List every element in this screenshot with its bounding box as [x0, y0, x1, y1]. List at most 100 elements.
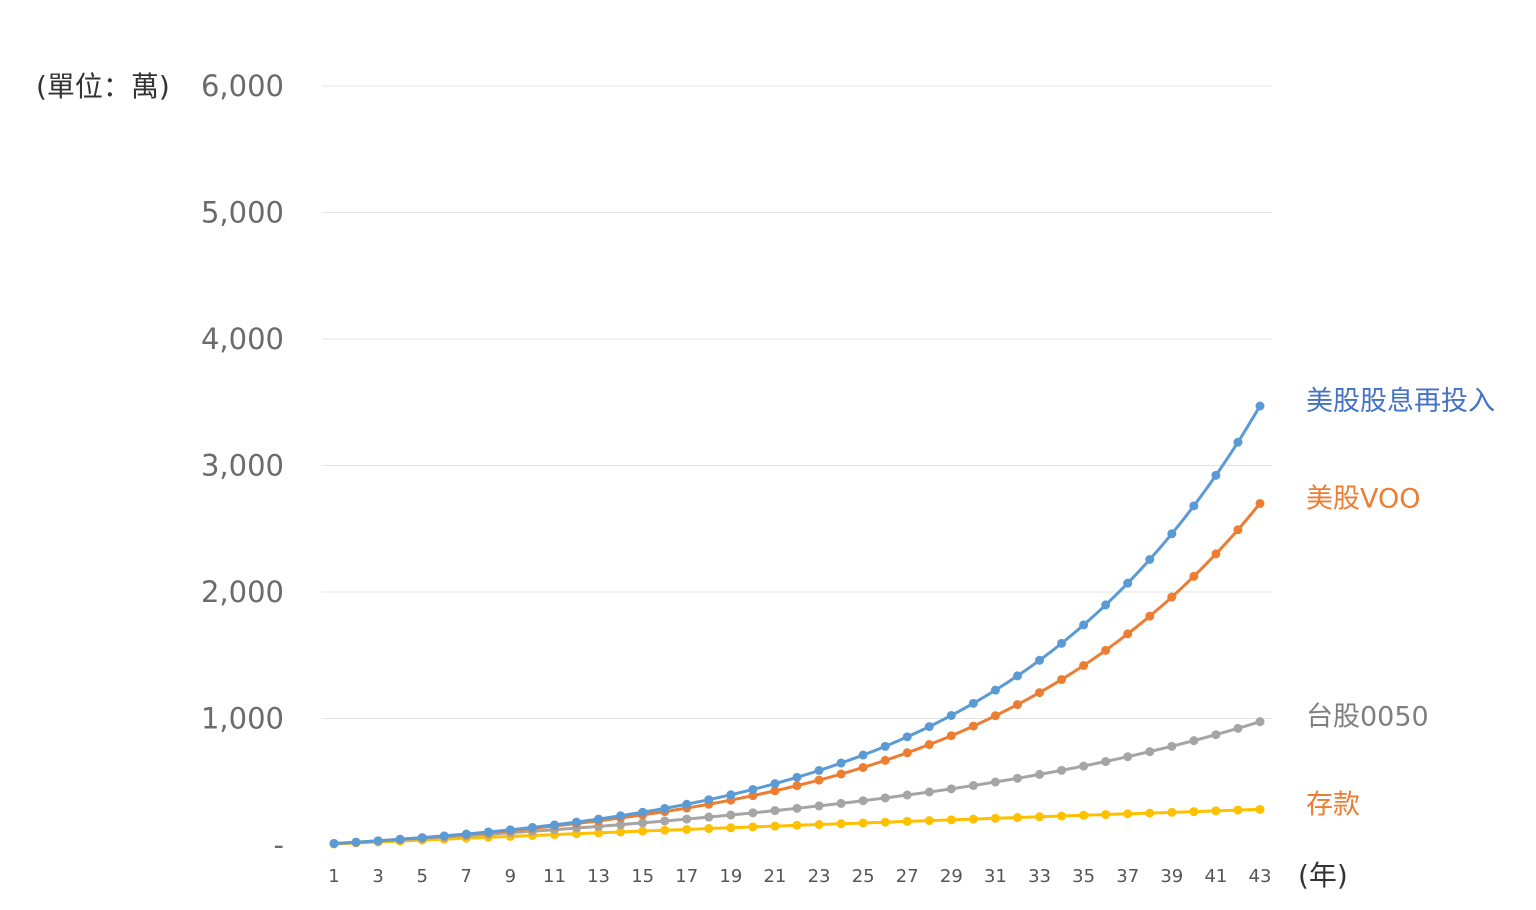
data-point	[682, 814, 692, 824]
data-point	[814, 765, 824, 775]
data-point	[1101, 757, 1111, 767]
data-point	[638, 818, 648, 828]
x-tick-label: 15	[631, 866, 654, 887]
x-unit-label: (年)	[1298, 859, 1348, 892]
data-point	[924, 722, 934, 732]
data-point	[1145, 747, 1155, 757]
data-point	[1101, 810, 1111, 820]
series-label: 存款	[1306, 789, 1360, 820]
x-tick-label: 43	[1249, 866, 1272, 887]
x-tick-label: 11	[543, 866, 566, 887]
data-point	[924, 740, 934, 750]
data-point	[770, 786, 780, 796]
data-point	[748, 791, 758, 801]
data-point	[638, 807, 648, 817]
data-point	[660, 825, 670, 835]
data-point	[1145, 554, 1155, 564]
x-tick-label: 39	[1160, 866, 1183, 887]
data-point	[836, 798, 846, 808]
data-point	[946, 731, 956, 741]
data-point	[1255, 717, 1265, 727]
data-point	[1012, 813, 1022, 823]
data-point	[726, 810, 736, 820]
data-point	[1123, 578, 1133, 588]
series-group	[329, 717, 1265, 848]
data-point	[836, 819, 846, 829]
data-point	[1255, 401, 1265, 411]
data-point	[616, 811, 626, 821]
data-point	[990, 685, 1000, 695]
data-point	[902, 790, 912, 800]
data-point	[505, 825, 515, 835]
x-tick-label: 35	[1072, 866, 1095, 887]
data-point	[1079, 660, 1089, 670]
data-point	[990, 813, 1000, 823]
x-tick-label: 25	[852, 866, 875, 887]
data-point	[1057, 675, 1067, 685]
data-point	[1145, 611, 1155, 621]
x-tick-label: 9	[505, 866, 516, 887]
series-line	[333, 502, 1262, 845]
data-point	[1167, 807, 1177, 817]
data-point	[1211, 806, 1221, 816]
x-tick-label: 13	[587, 866, 610, 887]
x-tick-label: 19	[719, 866, 742, 887]
data-point	[946, 815, 956, 825]
data-point	[1167, 529, 1177, 539]
data-point	[704, 812, 714, 822]
x-tick-label: 23	[808, 866, 831, 887]
data-point	[792, 820, 802, 830]
data-point	[726, 790, 736, 800]
data-point	[1233, 525, 1243, 535]
data-point	[1035, 812, 1045, 822]
data-point	[814, 820, 824, 830]
y-unit-label: (單位：萬)	[36, 70, 170, 103]
data-point	[1012, 773, 1022, 783]
data-point	[1211, 470, 1221, 480]
data-point	[1233, 437, 1243, 447]
data-point	[858, 750, 868, 760]
data-point	[1233, 723, 1243, 733]
gridlines	[322, 85, 1272, 719]
data-point	[1233, 805, 1243, 815]
series-group	[329, 401, 1265, 848]
data-point	[704, 824, 714, 834]
data-point	[880, 793, 890, 803]
data-point	[880, 741, 890, 751]
data-point	[1101, 645, 1111, 655]
data-point	[770, 779, 780, 789]
data-point	[1211, 730, 1221, 740]
data-point	[968, 814, 978, 824]
data-point	[902, 816, 912, 826]
data-point	[968, 698, 978, 708]
series-label: 台股0050	[1306, 702, 1429, 733]
x-axis-ticks: 1 3 5 7 9 11 13 15 17 19 21 23 25 27 29 31 33 35 37 39 41 43	[328, 866, 1271, 887]
data-point	[660, 816, 670, 826]
data-point	[1035, 769, 1045, 779]
data-point	[1167, 592, 1177, 602]
y-tick-label: 6,000	[201, 69, 284, 103]
data-point	[594, 828, 604, 838]
data-point	[373, 836, 383, 846]
data-point	[1079, 761, 1089, 771]
x-tick-label: 5	[416, 866, 427, 887]
data-point	[1167, 741, 1177, 751]
data-point	[858, 762, 868, 772]
data-point	[351, 837, 361, 847]
data-point	[836, 758, 846, 768]
data-point	[616, 827, 626, 837]
data-point	[1057, 765, 1067, 775]
data-point	[968, 781, 978, 791]
data-point	[770, 806, 780, 816]
y-tick-label: -	[274, 828, 284, 862]
data-point	[682, 799, 692, 809]
x-tick-label: 3	[372, 866, 383, 887]
data-point	[682, 824, 692, 834]
data-point	[748, 808, 758, 818]
data-point	[726, 823, 736, 833]
data-point	[527, 822, 537, 832]
data-point	[395, 834, 405, 844]
data-point	[946, 710, 956, 720]
